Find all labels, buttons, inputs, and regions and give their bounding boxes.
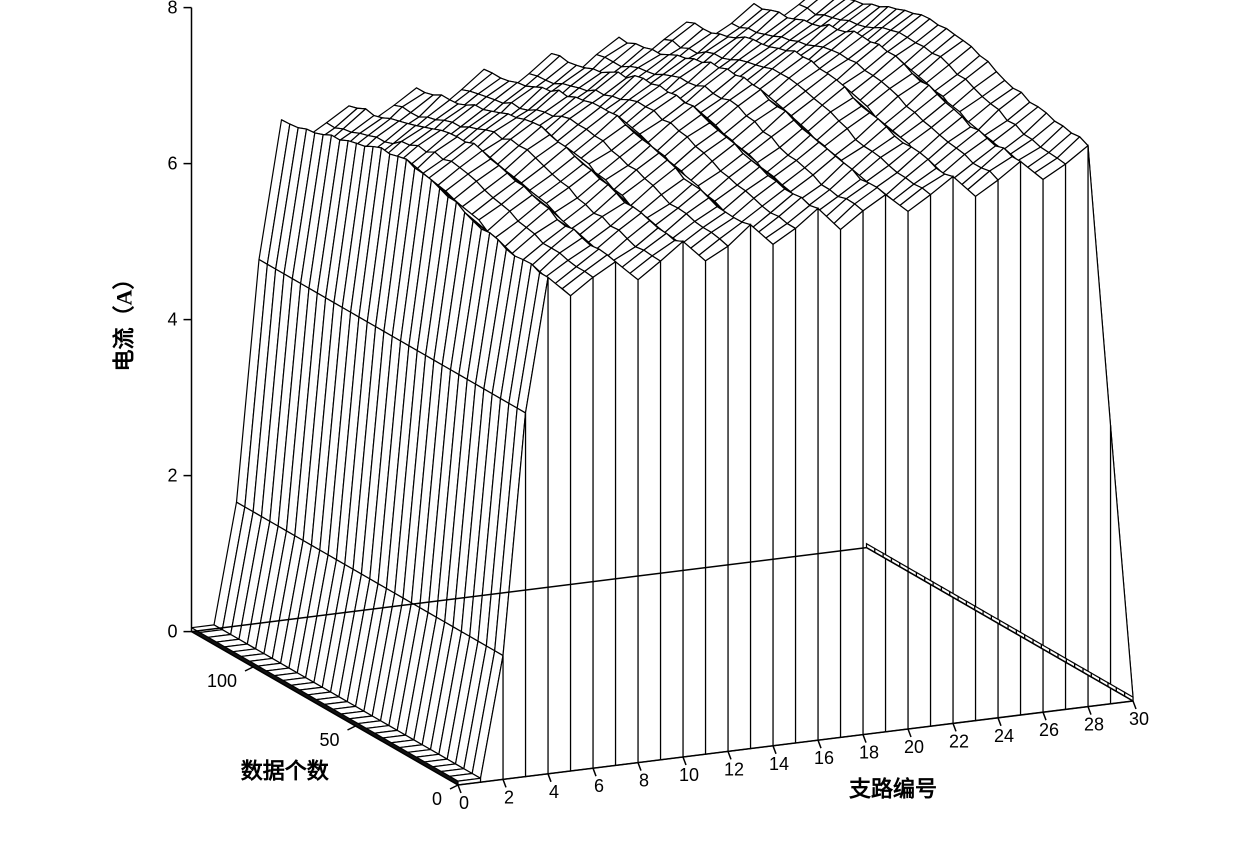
svg-text:0: 0: [432, 789, 442, 809]
svg-text:20: 20: [904, 737, 924, 757]
surface-chart: 02468024681012141618202224262830050100电流…: [0, 0, 1240, 863]
y-axis-label: 数据个数: [241, 758, 330, 783]
z-axis-label: 电流（A）: [112, 268, 137, 372]
svg-text:0: 0: [459, 793, 469, 813]
svg-text:10: 10: [679, 765, 699, 785]
svg-text:8: 8: [167, 0, 177, 18]
svg-text:16: 16: [814, 748, 834, 768]
svg-text:8: 8: [639, 771, 649, 791]
svg-text:30: 30: [1129, 709, 1149, 729]
svg-text:4: 4: [167, 310, 177, 330]
svg-text:50: 50: [319, 730, 339, 750]
svg-text:24: 24: [994, 726, 1014, 746]
svg-text:2: 2: [504, 787, 514, 807]
svg-text:6: 6: [167, 154, 177, 174]
svg-text:14: 14: [769, 754, 789, 774]
svg-text:0: 0: [167, 622, 177, 642]
svg-text:26: 26: [1039, 720, 1059, 740]
svg-text:6: 6: [594, 776, 604, 796]
svg-text:4: 4: [549, 782, 559, 802]
svg-text:18: 18: [859, 743, 879, 763]
svg-text:100: 100: [207, 671, 237, 691]
svg-text:28: 28: [1084, 715, 1104, 735]
svg-text:12: 12: [724, 759, 744, 779]
svg-text:22: 22: [949, 731, 969, 751]
x-axis-label: 支路编号: [849, 777, 937, 802]
svg-text:2: 2: [167, 466, 177, 486]
